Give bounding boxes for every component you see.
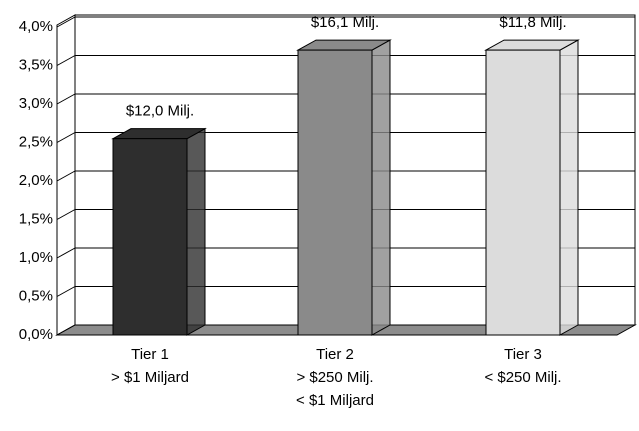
- bar: [485, 49, 561, 336]
- y-tick-label: 2,5%: [19, 133, 53, 150]
- y-tick-label: 3,5%: [19, 56, 53, 73]
- grid-line-side: [56, 170, 76, 182]
- grid-line-side: [56, 93, 76, 105]
- y-tick-label: 2,0%: [19, 172, 53, 189]
- x-tick-label: > $1 Miljard: [111, 369, 189, 386]
- bar-label: $11,8 Milj.: [499, 14, 566, 31]
- grid-line-side: [56, 132, 76, 143]
- x-tick-label: > $250 Milj.: [296, 369, 373, 386]
- y-tick-label: 1,0%: [19, 249, 53, 266]
- x-tick-label: Tier 3: [504, 346, 542, 363]
- bar: [297, 49, 373, 336]
- left-wall: [56, 14, 76, 336]
- y-tick-label: 0,5%: [19, 287, 53, 304]
- bar-side: [371, 39, 391, 336]
- bar: [112, 138, 188, 336]
- grid-line-side: [56, 55, 76, 66]
- bar-side: [186, 127, 206, 336]
- y-tick-label: 1,5%: [19, 210, 53, 227]
- x-tick-label: < $250 Milj.: [484, 369, 561, 386]
- y-tick-label: 4,0%: [19, 18, 53, 35]
- grid-line-side: [56, 247, 76, 259]
- grid-line-side: [56, 16, 76, 28]
- x-tick-label: Tier 1: [131, 346, 169, 363]
- grid-line-side: [56, 209, 76, 220]
- bar-label: $12,0 Milj.: [126, 103, 194, 120]
- bar-label: $16,1 Milj.: [311, 14, 379, 31]
- x-tick-label: Tier 2: [316, 346, 354, 363]
- x-tick-label: < $1 Miljard: [296, 392, 374, 409]
- y-tick-label: 0,0%: [19, 326, 53, 343]
- bar-side: [559, 39, 579, 336]
- y-tick-label: 3,0%: [19, 95, 53, 112]
- grid-line-side: [56, 324, 76, 336]
- grid-line-side: [56, 286, 76, 297]
